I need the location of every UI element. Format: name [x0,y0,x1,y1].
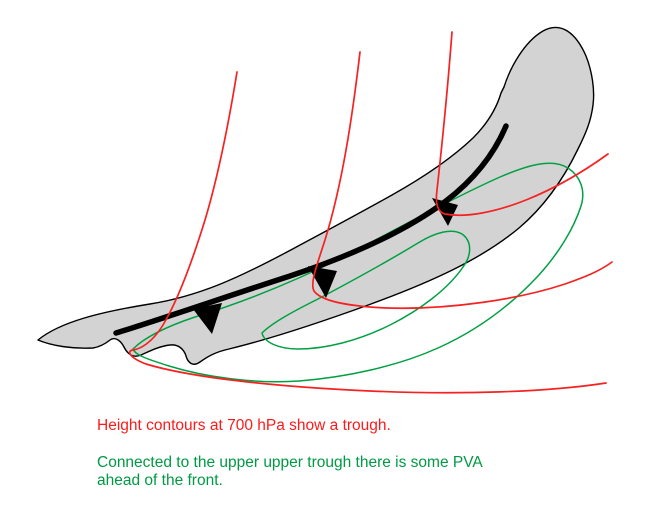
weather-diagram [37,26,613,394]
height-contour-left [128,71,607,394]
cloud-band [37,26,595,365]
captions: Height contours at 700 hPa show a trough… [97,417,483,491]
caption-pva-line-2: ahead of the front. [97,472,223,489]
cold-front-triangle-1 [193,303,222,334]
cold-front-line [113,123,509,336]
height-contour-right [435,31,609,217]
caption-pva-line-1: Connected to the upper upper trough ther… [97,453,483,471]
pva-contour-outer [132,162,584,383]
caption-height-contours: Height contours at 700 hPa show a trough… [97,417,391,434]
caption-gap [97,436,483,454]
weather-diagram-canvas [37,26,613,394]
height-contours [128,31,613,394]
cold-front-triangle-3 [432,198,458,226]
height-contour-middle [311,51,613,310]
